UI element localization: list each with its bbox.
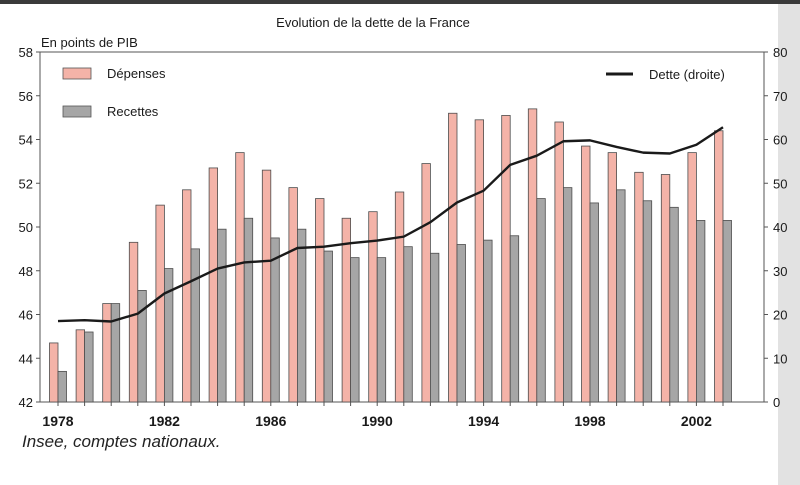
- y-tick-label-right: 40: [773, 220, 787, 235]
- y-tick-label-right: 60: [773, 133, 787, 148]
- bar-recettes: [137, 290, 147, 403]
- bar-depenses: [421, 163, 431, 403]
- y-tick-label-left: 42: [19, 395, 33, 410]
- bar-recettes: [110, 303, 121, 403]
- y-tick-label-right: 20: [773, 308, 787, 323]
- y-axis-left: 42 44 46 48 50 52 54 56 58: [19, 45, 40, 410]
- bar-depenses: [527, 108, 538, 403]
- bar-depenses: [208, 167, 219, 403]
- bar-recettes: [616, 189, 626, 403]
- bar-depenses: [102, 303, 112, 403]
- bar-recettes: [350, 257, 360, 403]
- bar-recettes: [270, 237, 280, 403]
- bar-depenses: [448, 112, 458, 403]
- y-axis-label: En points de PIB: [41, 35, 138, 50]
- y-tick-label-left: 54: [19, 133, 33, 148]
- bar-recettes: [243, 217, 254, 403]
- x-tick-label: 2002: [681, 413, 712, 429]
- bar-depenses: [394, 191, 405, 403]
- bar-recettes: [163, 268, 174, 403]
- legend-label-dette: Dette (droite): [649, 67, 725, 82]
- bar-depenses: [581, 145, 591, 403]
- y-axis-right: 0 10 20 30 40 50 60 70 80: [764, 45, 787, 410]
- bar-depenses: [660, 174, 671, 403]
- y-tick-label-right: 10: [773, 351, 787, 366]
- bar-depenses: [554, 121, 564, 403]
- y-tick-label-left: 46: [19, 308, 33, 323]
- legend-label-recettes: Recettes: [107, 104, 159, 119]
- bar-depenses: [128, 241, 139, 403]
- bar-depenses: [75, 329, 85, 403]
- bar-recettes: [429, 252, 440, 403]
- bar-recettes: [722, 220, 732, 403]
- y-tick-label-right: 70: [773, 89, 787, 104]
- bar-recettes: [536, 198, 546, 403]
- bar-recettes: [483, 239, 493, 403]
- y-tick-label-right: 30: [773, 264, 787, 279]
- bar-recettes: [696, 220, 706, 403]
- bar-recettes: [376, 257, 387, 403]
- bar-depenses: [315, 198, 325, 403]
- bar-recettes: [57, 370, 67, 403]
- bar-recettes: [84, 331, 94, 403]
- bar-depenses: [474, 119, 485, 403]
- y-tick-label-left: 56: [19, 89, 33, 104]
- bar-depenses: [49, 342, 59, 403]
- y-tick-label-left: 58: [19, 45, 33, 60]
- bar-depenses: [687, 152, 697, 403]
- bar-recettes: [642, 200, 653, 403]
- y-tick-label-right: 50: [773, 176, 787, 191]
- legend-swatch-depenses: [62, 67, 92, 80]
- y-tick-label-left: 44: [19, 351, 33, 366]
- x-tick-label: 1982: [149, 413, 180, 429]
- chart-title: Evolution de la dette de la France: [276, 15, 470, 30]
- window-right-strip: [778, 4, 800, 485]
- bar-recettes: [323, 250, 333, 403]
- bar-depenses: [501, 115, 511, 403]
- x-tick-label: 1994: [468, 413, 499, 429]
- bar-recettes: [669, 206, 679, 403]
- bar-depenses: [634, 171, 644, 403]
- bar-depenses: [182, 189, 192, 403]
- bar-depenses: [341, 217, 352, 403]
- x-tick-label: 1990: [362, 413, 393, 429]
- bar-depenses: [288, 187, 298, 403]
- y-tick-label-right: 80: [773, 45, 787, 60]
- bar-recettes: [456, 244, 466, 403]
- bar-depenses: [607, 152, 617, 403]
- y-tick-label-left: 50: [19, 220, 33, 235]
- x-tick-label: 1986: [255, 413, 286, 429]
- bar-depenses: [714, 130, 724, 403]
- x-tick-label: 1998: [574, 413, 605, 429]
- y-tick-label-right: 0: [773, 395, 780, 410]
- bar-recettes: [589, 202, 599, 403]
- legend-label-depenses: Dépenses: [107, 66, 166, 81]
- x-tick-label: 1978: [42, 413, 73, 429]
- legend-swatch-recettes: [62, 105, 92, 118]
- bar-depenses: [155, 204, 165, 403]
- bar-recettes: [190, 248, 200, 403]
- series-dette: [57, 126, 724, 323]
- bar-depenses: [261, 169, 272, 403]
- x-axis: 1978 1982 1986 1990 1994 1998 2002: [42, 402, 724, 429]
- source-note: Insee, comptes nationaux.: [22, 432, 221, 451]
- line-dette: [57, 126, 724, 323]
- bar-recettes: [509, 235, 520, 403]
- bar-depenses: [235, 152, 245, 403]
- series-recettes: [57, 187, 732, 403]
- bar-recettes: [296, 228, 307, 403]
- bar-recettes: [563, 187, 573, 403]
- bar-recettes: [217, 228, 227, 403]
- window-top-bar: [0, 0, 800, 4]
- y-tick-label-left: 48: [19, 264, 33, 279]
- bar-recettes: [403, 246, 413, 403]
- y-tick-label-left: 52: [19, 176, 33, 191]
- legend: Dépenses Recettes Dette (droite): [62, 66, 725, 119]
